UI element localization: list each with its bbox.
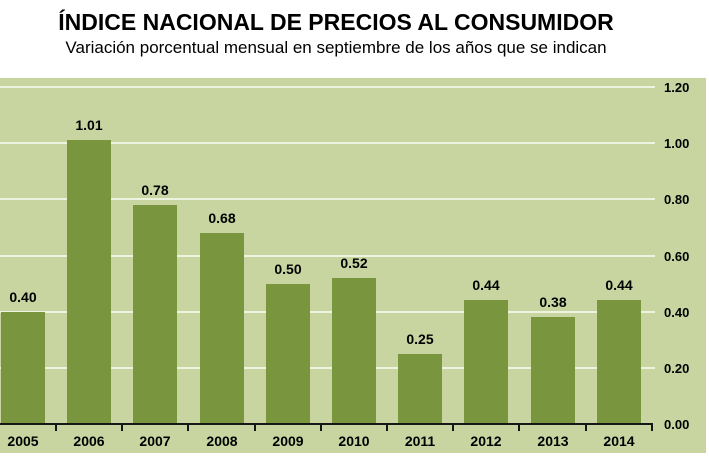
bar-2011 bbox=[398, 354, 442, 424]
y-axis-label: 0.60 bbox=[664, 248, 690, 264]
x-axis-label: 2010 bbox=[338, 433, 370, 449]
y-axis-label: 1.20 bbox=[664, 80, 690, 95]
bar-2005 bbox=[1, 312, 45, 424]
bar-value-label: 0.40 bbox=[9, 289, 37, 305]
gridline bbox=[0, 142, 655, 145]
bar-2006 bbox=[67, 140, 111, 424]
bar-2009 bbox=[266, 284, 310, 424]
x-axis-tick bbox=[254, 424, 256, 431]
bar-2010 bbox=[332, 278, 376, 424]
y-axis-label: 1.00 bbox=[664, 136, 690, 152]
bar-2014 bbox=[597, 300, 641, 424]
x-axis-tick bbox=[55, 424, 57, 431]
y-axis-label: 0.00 bbox=[664, 417, 690, 432]
bar-value-label: 0.25 bbox=[406, 331, 434, 347]
bar-value-label: 0.78 bbox=[141, 182, 169, 198]
x-axis-tick bbox=[386, 424, 388, 431]
chart-title: ÍNDICE NACIONAL DE PRECIOS AL CONSUMIDOR bbox=[58, 9, 614, 35]
gridline bbox=[0, 254, 655, 257]
bar-2007 bbox=[133, 205, 177, 424]
x-axis-tick bbox=[518, 424, 520, 431]
x-axis-tick bbox=[320, 424, 322, 431]
bar-value-label: 0.52 bbox=[340, 255, 368, 271]
x-axis-label: 2007 bbox=[139, 433, 171, 449]
y-axis-label: 0.40 bbox=[664, 304, 690, 320]
gridline bbox=[0, 198, 655, 201]
x-axis-tick bbox=[187, 424, 189, 431]
gridline bbox=[0, 310, 655, 313]
bar-2008 bbox=[200, 233, 244, 424]
bar-value-label: 0.44 bbox=[605, 277, 633, 293]
x-axis-tick bbox=[651, 424, 653, 431]
x-axis-tick bbox=[121, 424, 123, 431]
gridline bbox=[0, 366, 655, 369]
bar-value-label: 1.01 bbox=[75, 117, 103, 133]
x-axis-tick bbox=[585, 424, 587, 431]
bar-2012 bbox=[464, 300, 508, 424]
plot-area: 0.00 0.20 0.40 0.60 0.80 1.00 1.20 0.40 2005 1.01… bbox=[0, 78, 706, 453]
bar-value-label: 0.44 bbox=[472, 277, 500, 293]
bar-value-label: 0.50 bbox=[274, 261, 302, 277]
x-axis-label: 2011 bbox=[404, 433, 436, 449]
chart-subtitle: Variación porcentual mensual en septiemb… bbox=[65, 38, 607, 58]
x-axis-label: 2008 bbox=[206, 433, 238, 449]
chart-header: ÍNDICE NACIONAL DE PRECIOS AL CONSUMIDOR… bbox=[0, 0, 709, 78]
x-axis-label: 2012 bbox=[470, 433, 502, 449]
bar-2013 bbox=[531, 317, 575, 424]
y-axis-label: 0.20 bbox=[664, 360, 690, 376]
x-axis-label: 2006 bbox=[73, 433, 105, 449]
y-axis-label: 0.80 bbox=[664, 192, 690, 208]
gridline bbox=[0, 86, 655, 88]
x-axis-tick bbox=[452, 424, 454, 431]
x-axis-label: 2014 bbox=[603, 433, 635, 449]
x-axis-label: 2009 bbox=[272, 433, 304, 449]
x-axis-line bbox=[0, 423, 653, 425]
x-axis-label: 2005 bbox=[7, 433, 39, 449]
bar-value-label: 0.68 bbox=[208, 210, 236, 226]
bar-value-label: 0.38 bbox=[539, 294, 567, 310]
x-axis-label: 2013 bbox=[537, 433, 569, 449]
